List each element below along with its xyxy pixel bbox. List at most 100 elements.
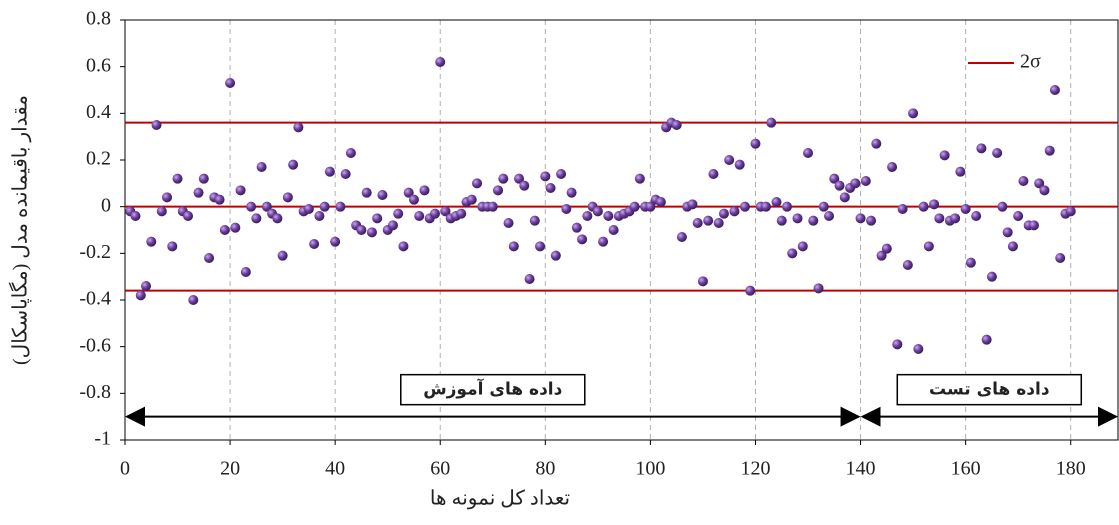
point — [256, 162, 267, 172]
point — [314, 211, 325, 221]
point — [902, 260, 913, 270]
point — [760, 201, 771, 212]
point — [692, 218, 703, 228]
point — [309, 239, 320, 249]
point — [487, 201, 498, 212]
point — [634, 173, 645, 184]
point — [324, 166, 335, 177]
point — [303, 204, 314, 214]
point — [850, 178, 861, 189]
point — [745, 285, 756, 296]
point — [1018, 176, 1029, 186]
x-tick-label: 0 — [120, 458, 130, 480]
x-tick-label: 120 — [740, 458, 770, 480]
point — [918, 201, 929, 212]
point — [981, 334, 992, 345]
x-axis-label: تعداد کل نمونه ها — [430, 488, 570, 510]
point — [734, 159, 745, 170]
x-tick-label: 80 — [535, 458, 555, 480]
point — [950, 213, 961, 224]
x-tick-label: 40 — [325, 458, 345, 480]
point — [429, 208, 440, 219]
y-tick-label: -0.8 — [79, 381, 111, 403]
point — [398, 241, 409, 252]
point — [183, 211, 194, 221]
point — [965, 257, 976, 268]
point — [718, 208, 729, 219]
point — [971, 211, 982, 221]
point — [387, 220, 398, 231]
point — [771, 197, 782, 207]
point — [545, 183, 556, 193]
point — [204, 253, 215, 263]
point — [246, 201, 257, 212]
point — [251, 213, 262, 224]
point — [729, 206, 740, 217]
point — [697, 276, 708, 287]
x-tick-label: 100 — [635, 458, 665, 480]
point — [739, 201, 750, 212]
point — [377, 190, 388, 200]
point — [151, 120, 162, 130]
point — [792, 213, 803, 224]
point — [598, 236, 609, 247]
point — [514, 173, 525, 184]
point — [1065, 206, 1076, 217]
point — [135, 290, 146, 301]
x-tick-label: 180 — [1056, 458, 1086, 480]
point — [571, 222, 582, 233]
point — [582, 211, 593, 221]
point — [141, 281, 152, 291]
point — [881, 243, 892, 254]
point — [282, 192, 293, 203]
point — [456, 208, 467, 219]
point — [1002, 227, 1013, 238]
y-tick-label: 0 — [101, 194, 111, 216]
point — [629, 201, 640, 212]
legend-label: 2σ — [1020, 51, 1041, 73]
point — [824, 211, 835, 221]
y-tick-label: -1 — [94, 428, 111, 450]
point — [724, 155, 735, 165]
point — [655, 197, 666, 207]
point — [535, 241, 546, 252]
y-tick-label: 0.2 — [86, 148, 111, 170]
point — [235, 185, 246, 196]
point — [188, 295, 199, 305]
point — [829, 173, 840, 184]
point — [561, 204, 572, 214]
point — [923, 241, 934, 252]
point — [340, 169, 351, 179]
point — [960, 204, 971, 214]
point — [193, 187, 204, 198]
point — [466, 194, 477, 205]
point — [230, 222, 241, 233]
point — [498, 173, 509, 184]
point — [319, 201, 330, 212]
plot-frame — [124, 19, 1119, 441]
point — [986, 271, 997, 282]
y-tick-label: -0.6 — [79, 334, 111, 356]
point — [529, 215, 540, 226]
point — [818, 201, 829, 212]
point — [1028, 220, 1039, 231]
point — [219, 225, 230, 235]
point — [787, 248, 798, 259]
point — [908, 108, 919, 119]
point — [871, 138, 882, 149]
point — [939, 150, 950, 161]
point — [1039, 185, 1050, 196]
point — [645, 201, 656, 212]
point — [592, 206, 603, 217]
point — [887, 162, 898, 172]
annotation-box — [400, 373, 586, 406]
x-tick-label: 160 — [951, 458, 981, 480]
point — [976, 143, 987, 154]
point — [897, 204, 908, 214]
point — [1055, 253, 1066, 263]
point — [503, 218, 514, 228]
point — [1013, 211, 1024, 221]
point — [839, 192, 850, 203]
point — [162, 192, 173, 203]
point — [803, 148, 814, 158]
